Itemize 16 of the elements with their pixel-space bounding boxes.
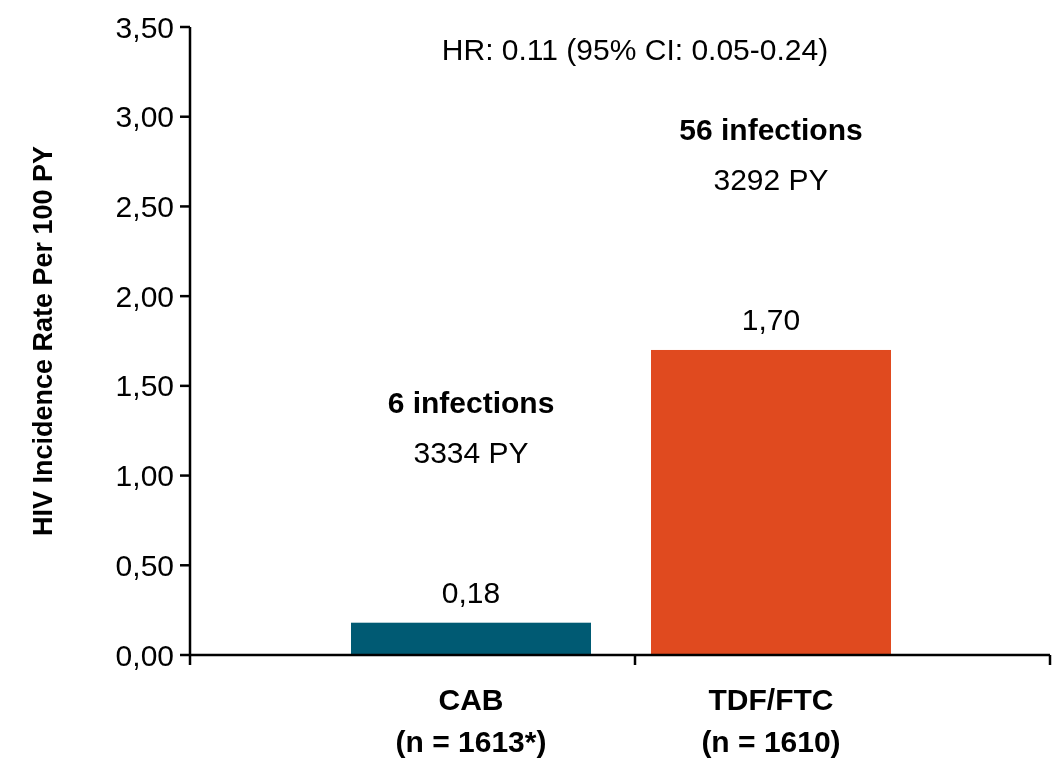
y-tick-label: 2,00 <box>115 279 174 313</box>
x-tick-label: TDF/FTC (n = 1610) <box>701 683 841 758</box>
y-tick-label: 0,50 <box>115 548 174 582</box>
annotation: HR: 0.11 (95% CI: 0.05-0.24) <box>441 33 829 66</box>
data-label: 1,70 <box>741 302 801 336</box>
annotation: 56 infections 3292 PY <box>679 112 863 196</box>
data-label: 0,18 <box>441 575 501 609</box>
annotation: 6 infections 3334 PY <box>387 385 555 469</box>
y-tick-label: 0,00 <box>115 638 174 672</box>
y-tick-label: 3,50 <box>115 10 174 44</box>
y-tick-label: 1,50 <box>115 369 174 403</box>
y-tick-label: 1,00 <box>115 459 174 493</box>
y-axis-title: HIV Incidence Rate Per 100 PY <box>28 145 58 537</box>
y-tick-label: 3,00 <box>115 100 174 134</box>
x-tick-label: CAB (n = 1613*) <box>395 683 547 758</box>
y-tick-label: 2,50 <box>115 189 174 223</box>
